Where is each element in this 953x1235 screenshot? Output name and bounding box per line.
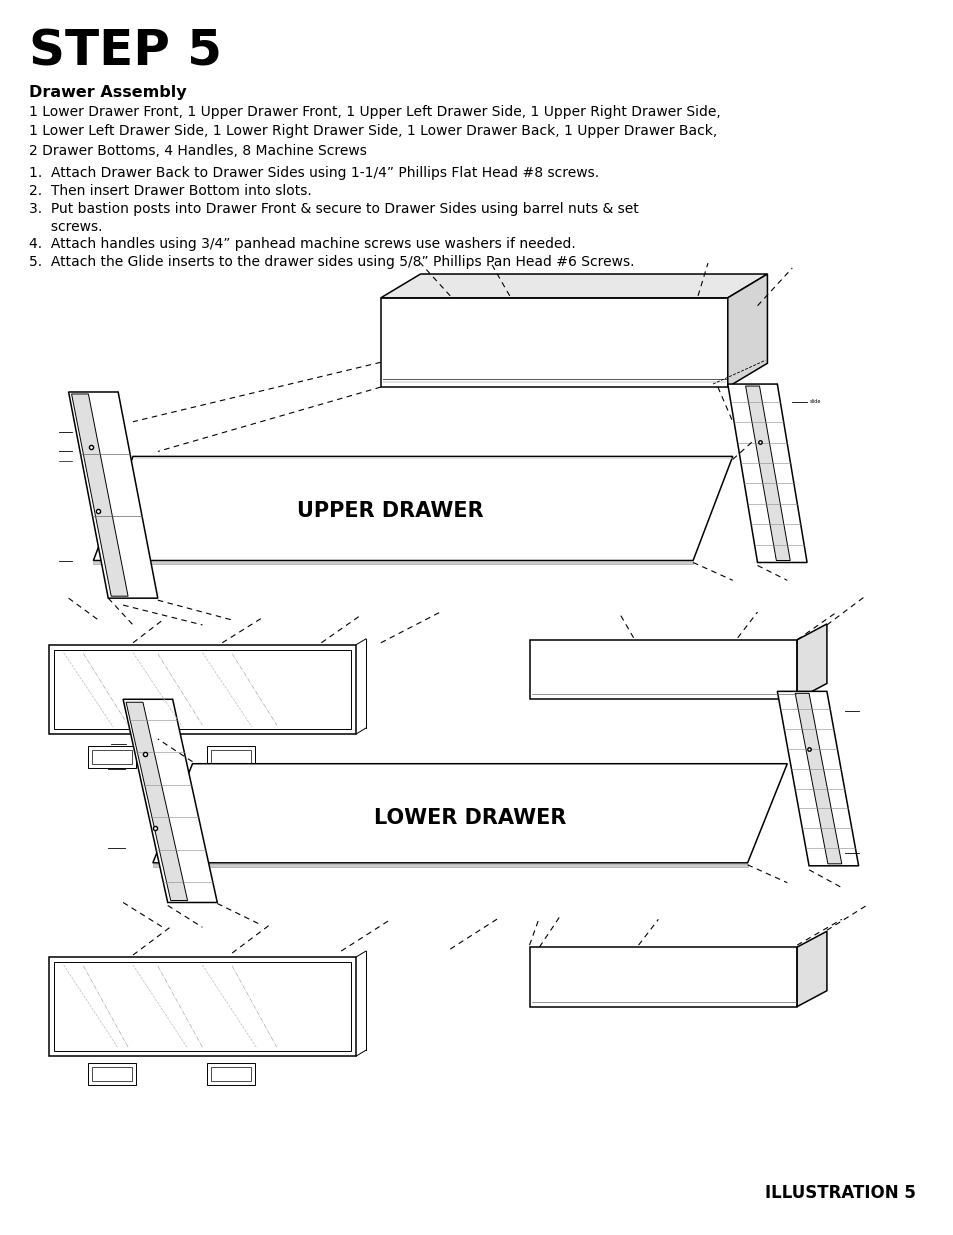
Polygon shape <box>92 1067 132 1081</box>
Polygon shape <box>745 387 789 561</box>
Polygon shape <box>207 746 254 768</box>
Polygon shape <box>212 750 251 763</box>
Polygon shape <box>212 1067 251 1081</box>
Polygon shape <box>53 962 351 1051</box>
Polygon shape <box>207 1063 254 1084</box>
Polygon shape <box>152 763 786 863</box>
Text: 3.  Put bastion posts into Drawer Front & secure to Drawer Sides using barrel nu: 3. Put bastion posts into Drawer Front &… <box>29 201 638 235</box>
Text: slide: slide <box>809 399 821 404</box>
Text: 2.  Then insert Drawer Bottom into slots.: 2. Then insert Drawer Bottom into slots. <box>29 184 312 198</box>
Text: UPPER DRAWER: UPPER DRAWER <box>297 501 483 521</box>
Polygon shape <box>727 274 766 387</box>
Text: Drawer Assembly: Drawer Assembly <box>29 85 187 100</box>
Polygon shape <box>727 384 806 562</box>
Polygon shape <box>797 624 826 699</box>
Polygon shape <box>126 703 188 900</box>
Text: LOWER DRAWER: LOWER DRAWER <box>374 808 566 829</box>
Polygon shape <box>380 298 727 387</box>
Text: ILLUSTRATION 5: ILLUSTRATION 5 <box>764 1184 915 1202</box>
Polygon shape <box>380 274 766 298</box>
Polygon shape <box>53 650 351 729</box>
Polygon shape <box>69 391 157 598</box>
Polygon shape <box>93 562 693 564</box>
Polygon shape <box>529 640 797 699</box>
Polygon shape <box>89 746 136 768</box>
Polygon shape <box>49 957 355 1056</box>
Polygon shape <box>152 863 747 867</box>
Polygon shape <box>93 457 732 561</box>
Text: 5.  Attach the Glide inserts to the drawer sides using 5/8” Phillips Pan Head #6: 5. Attach the Glide inserts to the drawe… <box>29 256 634 269</box>
Text: 1.  Attach Drawer Back to Drawer Sides using 1-1/4” Phillips Flat Head #8 screws: 1. Attach Drawer Back to Drawer Sides us… <box>29 165 598 180</box>
Polygon shape <box>92 750 132 763</box>
Text: 1 Lower Drawer Front, 1 Upper Drawer Front, 1 Upper Left Drawer Side, 1 Upper Ri: 1 Lower Drawer Front, 1 Upper Drawer Fro… <box>29 105 720 158</box>
Polygon shape <box>529 947 797 1007</box>
Polygon shape <box>49 645 355 734</box>
Polygon shape <box>123 699 217 903</box>
Text: 4.  Attach handles using 3/4” panhead machine screws use washers if needed.: 4. Attach handles using 3/4” panhead mac… <box>29 237 575 252</box>
Polygon shape <box>797 931 826 1007</box>
Polygon shape <box>795 693 841 863</box>
Text: STEP 5: STEP 5 <box>29 27 222 75</box>
Polygon shape <box>71 394 128 597</box>
Polygon shape <box>89 1063 136 1084</box>
Polygon shape <box>777 692 858 866</box>
